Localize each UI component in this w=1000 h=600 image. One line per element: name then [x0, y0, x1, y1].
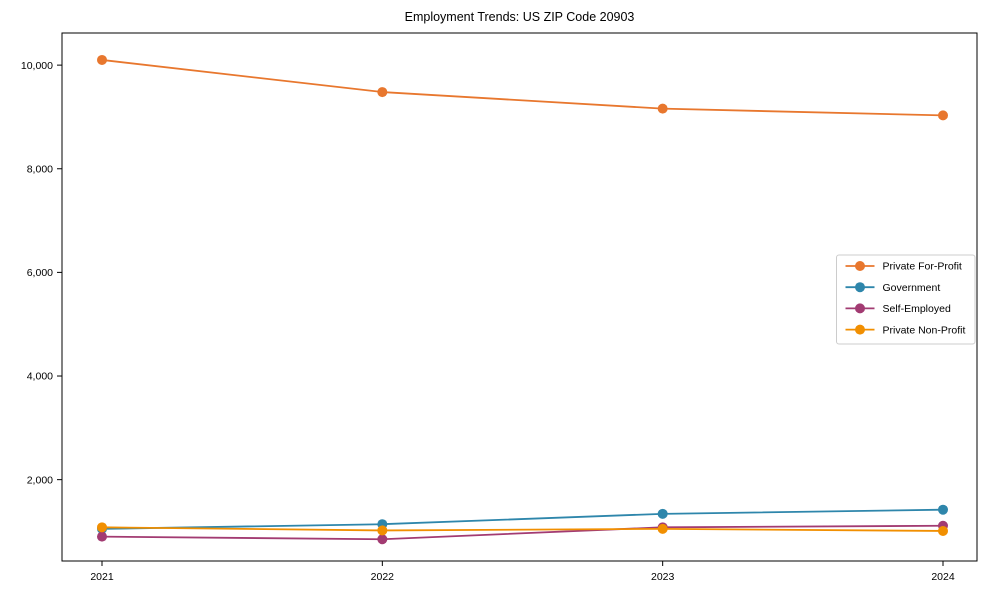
legend-marker-self-employed [855, 303, 865, 314]
legend-label-government: Government [883, 282, 941, 294]
y-tick-label: 2,000 [27, 474, 53, 486]
data-point-private-for-profit [657, 103, 668, 114]
legend-marker-government [855, 282, 865, 293]
legend-marker-private-for-profit [855, 261, 865, 271]
x-tick-label: 2023 [651, 571, 675, 583]
data-point-private-non-profit [657, 523, 668, 534]
y-tick-label: 6,000 [27, 267, 53, 279]
data-point-private-non-profit [938, 525, 948, 536]
x-tick-label: 2022 [371, 571, 395, 583]
x-tick-label: 2024 [931, 571, 955, 583]
chart-title: Employment Trends: US ZIP Code 20903 [404, 10, 635, 24]
legend-label-private-for-profit: Private For-Profit [883, 261, 962, 273]
data-point-private-non-profit [97, 522, 107, 533]
data-point-private-for-profit [377, 87, 388, 98]
data-point-private-for-profit [938, 110, 948, 121]
legend-box [836, 254, 976, 345]
y-tick-label: 4,000 [27, 371, 53, 383]
series-line-private-for-profit [101, 59, 944, 117]
data-point-private-for-profit [97, 54, 107, 65]
data-point-government [938, 504, 948, 515]
y-tick-label: 8,000 [27, 163, 53, 175]
series-line-self-employed [101, 524, 944, 541]
y-tick-label: 10,000 [21, 60, 53, 72]
legend-marker-private-non-profit [855, 324, 865, 335]
x-tick-label: 2021 [90, 571, 114, 583]
series-line-government [101, 508, 944, 530]
data-point-private-non-profit [377, 525, 388, 536]
data-point-self-employed [377, 534, 388, 545]
data-point-self-employed [97, 531, 107, 542]
data-point-government [657, 508, 668, 519]
legend-label-self-employed: Self-Employed [883, 303, 951, 315]
series-line-private-non-profit [101, 526, 944, 532]
plot-border [61, 32, 978, 562]
legend-label-private-non-profit: Private Non-Profit [883, 324, 966, 336]
